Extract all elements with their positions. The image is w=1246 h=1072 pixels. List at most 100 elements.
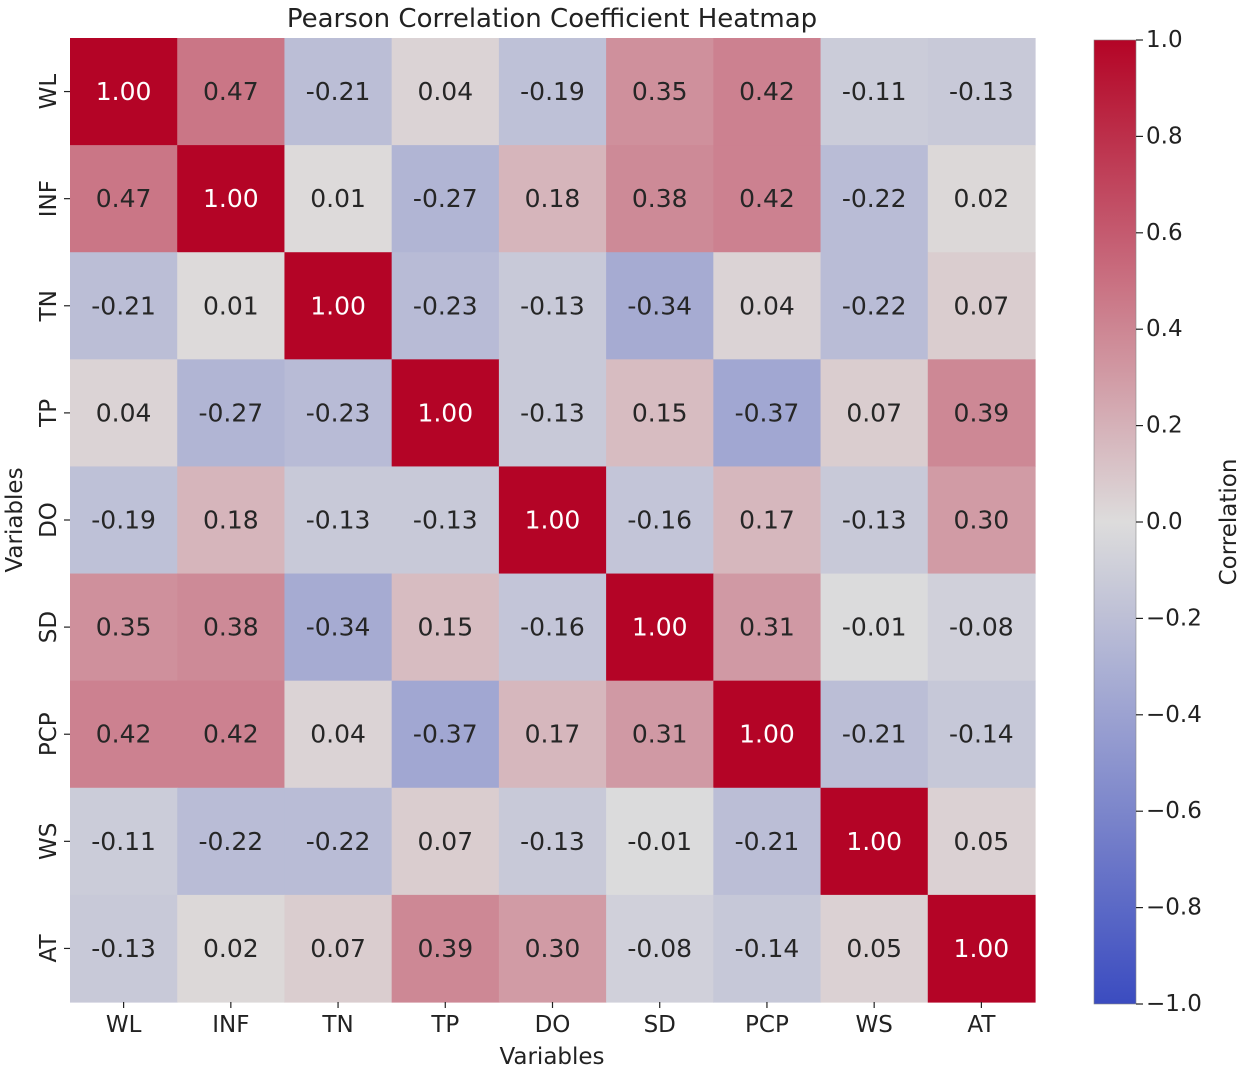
cell-value-label: -0.23: [306, 398, 371, 427]
cell-value-label: -0.11: [91, 827, 156, 856]
cell-value-label: 0.42: [739, 77, 795, 106]
heatmap-cell-sd-tp: [391, 573, 500, 682]
heatmap-cell-pcp-do: [498, 680, 607, 789]
colorbar-tick-label: −0.2: [1146, 605, 1202, 631]
x-tick-label: TN: [321, 1012, 353, 1038]
heatmap-cell-ws-inf: [177, 787, 286, 896]
heatmap-cell-wl-tp: [391, 38, 500, 146]
cell-value-label: 0.04: [417, 77, 473, 106]
cell-value-label: -0.19: [91, 506, 156, 535]
heatmap-cell-inf-inf: [177, 145, 286, 253]
cell-value-label: 0.42: [203, 720, 259, 749]
heatmap-cell-tn-sd: [606, 252, 714, 360]
cell-value-label: 0.04: [310, 720, 366, 749]
colorbar-tick-label: 0.0: [1146, 509, 1183, 535]
heatmap-cell-sd-tn: [284, 573, 393, 682]
heatmap-cell-at-ws: [820, 894, 929, 1003]
y-tick-label: INF: [36, 180, 62, 217]
cell-value-label: 0.39: [954, 398, 1010, 427]
heatmap-cell-wl-tn: [284, 38, 393, 146]
heatmap-cells: [70, 38, 1036, 1003]
heatmap-cell-inf-tp: [391, 145, 500, 253]
cell-value-label: 0.38: [632, 184, 688, 213]
cell-value-label: 0.18: [525, 184, 581, 213]
cell-value-label: 0.04: [96, 398, 152, 427]
heatmap-cell-pcp-tn: [284, 680, 393, 789]
cell-value-label: 0.31: [739, 613, 795, 642]
heatmap-cell-at-wl: [70, 894, 178, 1003]
cell-value-label: 0.42: [739, 184, 795, 213]
cell-value-label: 0.07: [846, 398, 902, 427]
cell-value-label: -0.34: [627, 291, 692, 320]
heatmap-cell-do-ws: [820, 466, 929, 575]
heatmap-cell-ws-wl: [70, 787, 178, 896]
cell-value-label: -0.11: [842, 77, 907, 106]
heatmap-cell-inf-at: [927, 145, 1036, 253]
heatmap-cell-sd-sd: [606, 573, 714, 682]
heatmap-cell-pcp-tp: [391, 680, 500, 789]
heatmap-cell-inf-wl: [70, 145, 178, 253]
heatmap-cell-tn-at: [927, 252, 1036, 360]
cell-value-label: -0.22: [306, 827, 371, 856]
heatmap-cell-inf-tn: [284, 145, 393, 253]
heatmap-cell-wl-do: [498, 38, 607, 146]
cell-value-label: -0.13: [842, 506, 907, 535]
heatmap-cell-sd-do: [498, 573, 607, 682]
heatmap-cell-do-sd: [606, 466, 714, 575]
colorbar-tick-label: 0.6: [1146, 220, 1183, 246]
cell-value-label: 0.07: [310, 934, 366, 963]
cell-value-label: -0.37: [413, 720, 478, 749]
cell-value-label: 1.00: [525, 506, 581, 535]
x-tick-label: SD: [644, 1012, 676, 1038]
heatmap-cell-sd-pcp: [713, 573, 822, 682]
heatmap-cell-ws-tn: [284, 787, 393, 896]
heatmap-cell-wl-at: [927, 38, 1036, 146]
cell-value-label: 0.18: [203, 506, 259, 535]
cell-value-label: -0.13: [413, 506, 478, 535]
chart-title: Pearson Correlation Coefficient Heatmap: [287, 4, 817, 34]
cell-value-label: 1.00: [739, 720, 795, 749]
colorbar-title: Correlation: [1216, 459, 1242, 586]
y-tick-label: WL: [36, 74, 62, 110]
colorbar-tick-label: 1.0: [1146, 27, 1183, 53]
cell-value-label: -0.23: [413, 291, 478, 320]
heatmap-cell-tp-tp: [391, 359, 500, 468]
y-tick-label: WS: [36, 823, 62, 860]
heatmap-cell-pcp-ws: [820, 680, 929, 789]
cell-value-label: -0.34: [306, 613, 371, 642]
y-tick-label: SD: [36, 611, 62, 643]
heatmap-cell-tn-do: [498, 252, 607, 360]
cell-value-label: 0.02: [203, 934, 259, 963]
heatmap-cell-tn-ws: [820, 252, 929, 360]
cell-value-label: -0.21: [842, 720, 907, 749]
cell-value-label: -0.14: [735, 934, 800, 963]
cell-value-label: 0.04: [739, 291, 795, 320]
y-tick-label: AT: [36, 933, 62, 962]
cell-value-label: -0.01: [627, 827, 692, 856]
cell-value-label: 1.00: [632, 613, 688, 642]
heatmap-cell-sd-at: [927, 573, 1036, 682]
cell-value-label: -0.08: [949, 613, 1014, 642]
heatmap-cell-tp-pcp: [713, 359, 822, 468]
cell-value-label: -0.13: [949, 77, 1014, 106]
cell-value-label: -0.21: [306, 77, 371, 106]
cell-value-label: 0.01: [203, 291, 259, 320]
colorbar-ticks: 1.0 0.8 0.6 0.4 0.2 0.0 −0.2 −0.4 −0.6 −0.8 −1.0: [1136, 27, 1202, 1017]
cell-value-label: -0.01: [842, 613, 907, 642]
x-tick-label: TP: [430, 1012, 459, 1038]
heatmap-cell-inf-ws: [820, 145, 929, 253]
heatmap-cell-wl-inf: [177, 38, 286, 146]
cell-value-label: 1.00: [310, 291, 366, 320]
heatmap-cell-tp-ws: [820, 359, 929, 468]
cell-value-label: 0.07: [954, 291, 1010, 320]
cell-value-label: -0.19: [520, 77, 585, 106]
cell-value-label: 0.01: [310, 184, 366, 213]
heatmap-cell-do-tn: [284, 466, 393, 575]
heatmap-cell-at-tn: [284, 894, 393, 1003]
heatmap-cell-tn-pcp: [713, 252, 822, 360]
heatmap-cell-ws-sd: [606, 787, 714, 896]
heatmap-cell-tn-tp: [391, 252, 500, 360]
heatmap-cell-tp-tn: [284, 359, 393, 468]
